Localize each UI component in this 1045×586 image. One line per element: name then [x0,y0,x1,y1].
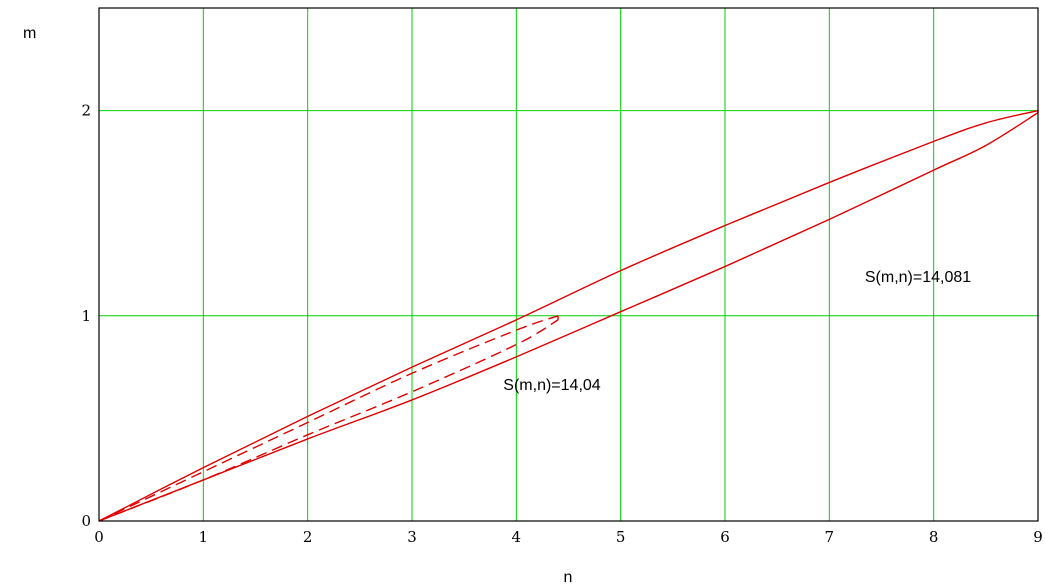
x-tick-label-0: 0 [94,528,104,546]
x-axis-title: n [564,569,573,586]
annotation-inner-contour: S(m,n)=14,04 [503,377,600,394]
contour-0-upper-branch [98,109,1039,522]
annotation-outer-contour: S(m,n)=14,081 [865,269,971,286]
y-tick-label-1: 1 [81,307,91,325]
y-tick-label-0: 0 [81,512,91,530]
x-tick-label-7: 7 [825,528,835,546]
contour-1-upper-branch [98,315,559,522]
contour-0-lower-branch [98,112,1039,522]
x-tick-label-8: 8 [929,528,939,546]
x-tick-label-6: 6 [720,528,730,546]
x-tick-label-1: 1 [199,528,209,546]
x-tick-label-4: 4 [512,528,522,546]
plot-frame [98,7,1039,522]
x-tick-label-3: 3 [407,528,417,546]
x-tick-label-5: 5 [616,528,626,546]
y-tick-label-2: 2 [81,102,91,120]
x-tick-labels: 0 1 2 3 4 5 6 7 8 9 [94,528,1043,546]
contour-1-lower-branch [98,319,559,522]
grid-layer [99,8,1038,521]
y-axis-title: m [23,25,36,42]
x-tick-label-9: 9 [1033,528,1043,546]
x-tick-label-2: 2 [303,528,313,546]
y-tick-labels: 0 1 2 [81,102,91,530]
